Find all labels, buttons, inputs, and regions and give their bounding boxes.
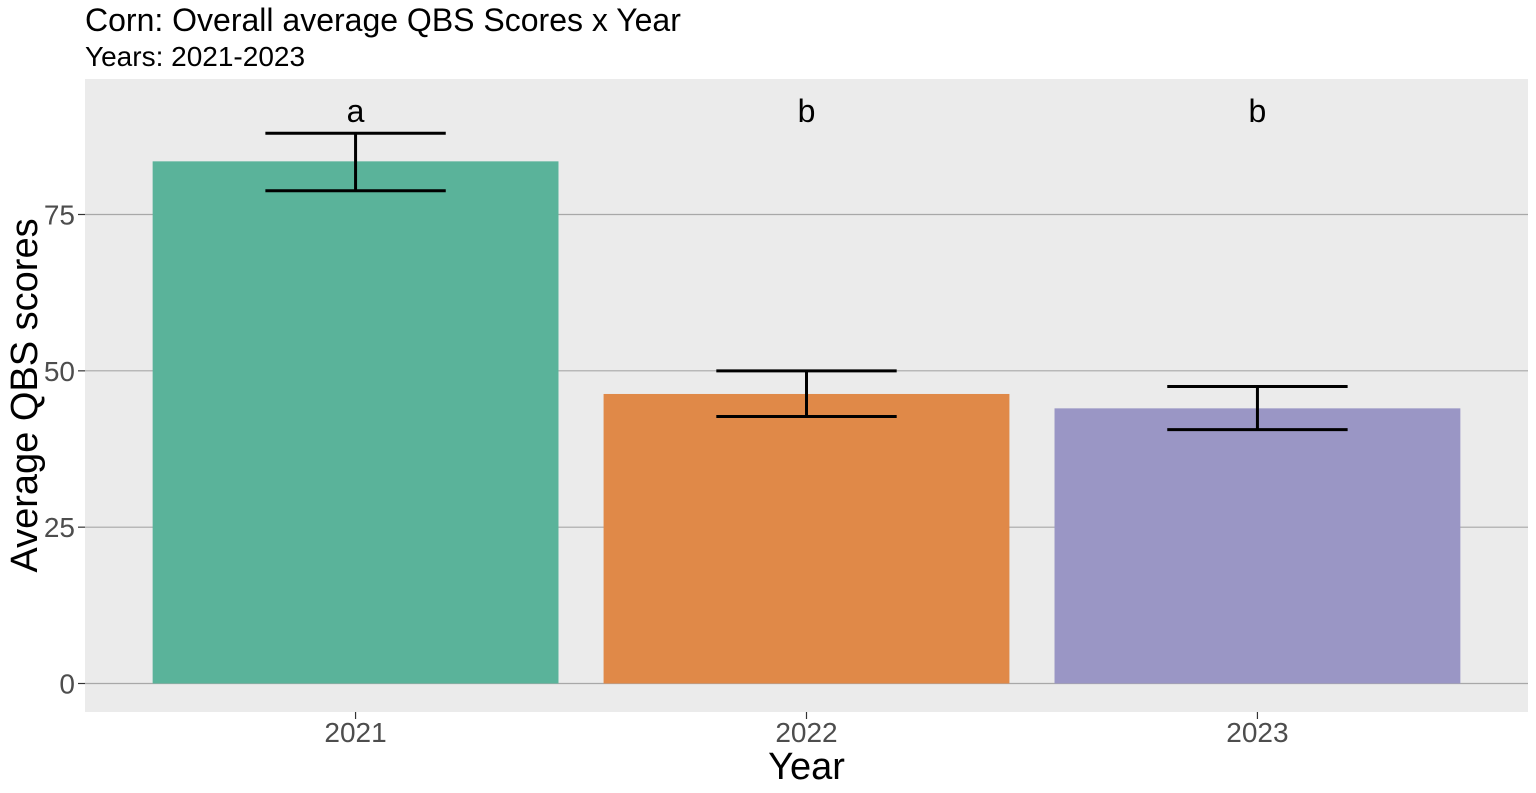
x-tick-label-2021: 2021 — [324, 717, 386, 748]
bar-2021 — [152, 161, 559, 684]
chart-title: Corn: Overall average QBS Scores x Year — [85, 2, 681, 38]
y-tick-label-50: 50 — [44, 356, 75, 387]
y-axis-title: Average QBS scores — [4, 218, 46, 572]
x-tick-label-2023: 2023 — [1226, 717, 1288, 748]
x-tick-label-2022: 2022 — [775, 717, 837, 748]
chart-subtitle: Years: 2021-2023 — [85, 41, 306, 72]
y-tick-label-75: 75 — [44, 200, 75, 231]
y-tick-label-25: 25 — [44, 512, 75, 543]
significance-letter-2021: a — [347, 93, 365, 129]
significance-letter-2023: b — [1249, 93, 1267, 129]
significance-letter-2022: b — [798, 93, 816, 129]
x-axis-title: Year — [768, 746, 845, 788]
bar-2023 — [1054, 408, 1461, 684]
y-tick-label-0: 0 — [59, 669, 75, 700]
bar-2022 — [603, 393, 1010, 684]
